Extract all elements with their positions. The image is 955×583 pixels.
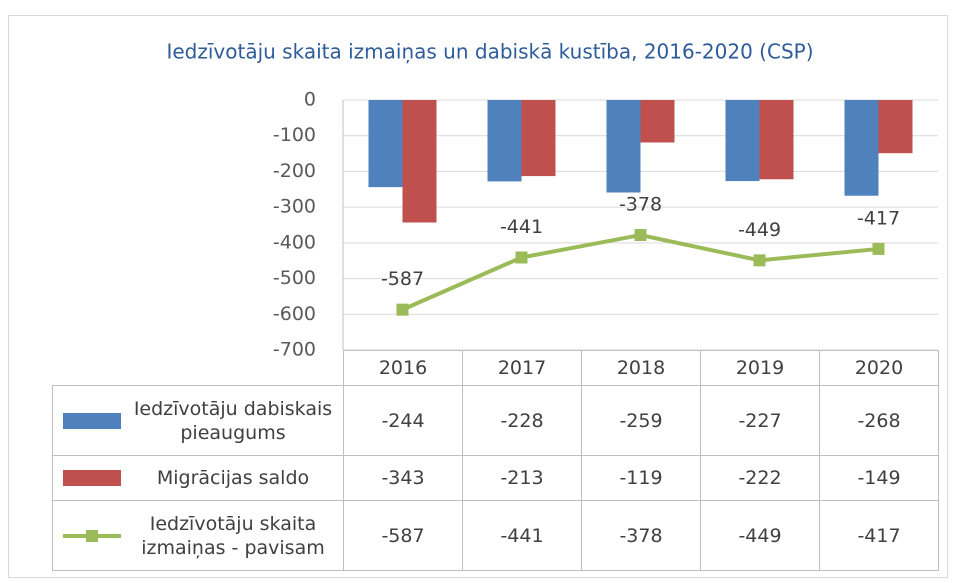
y-tick-label: -700 bbox=[273, 339, 316, 361]
legend-swatch bbox=[63, 470, 121, 486]
legend-key bbox=[63, 529, 121, 542]
legend-swatch bbox=[63, 412, 121, 429]
data-label: -587 bbox=[381, 268, 424, 290]
data-table: 2016 2017 2018 2019 2020 Iedzīvotāju dabiskai… bbox=[52, 350, 939, 571]
legend-key bbox=[63, 412, 121, 429]
legend-item: Iedzīvotāju skaita izmaiņas - pavisam bbox=[53, 512, 343, 560]
y-tick-label: -500 bbox=[273, 267, 316, 289]
y-tick-label: -100 bbox=[273, 124, 316, 146]
y-tick-label: -400 bbox=[273, 231, 316, 253]
table-value: -343 bbox=[343, 455, 463, 501]
x-tick-label: 2017 bbox=[462, 350, 582, 386]
table-value: -222 bbox=[700, 455, 820, 501]
line-marker bbox=[872, 242, 885, 255]
bar bbox=[878, 100, 913, 154]
bar bbox=[725, 100, 760, 182]
line-marker bbox=[515, 251, 528, 264]
table-row: Iedzīvotāju dabiskais pieaugums -244 -228-… bbox=[52, 385, 939, 456]
bar bbox=[521, 100, 556, 177]
bar bbox=[606, 100, 641, 193]
data-label: -441 bbox=[500, 216, 543, 238]
x-tick-label: 2018 bbox=[581, 350, 701, 386]
table-row: Iedzīvotāju skaita izmaiņas - pavisam -58… bbox=[52, 500, 939, 571]
legend-item: Migrācijas saldo bbox=[53, 466, 343, 490]
data-label: -378 bbox=[619, 194, 662, 216]
table-value: -227 bbox=[700, 385, 820, 456]
bar bbox=[368, 100, 403, 188]
line-marker bbox=[396, 303, 409, 316]
bar bbox=[844, 100, 879, 196]
table-value: -417 bbox=[819, 500, 939, 571]
line-marker bbox=[753, 254, 766, 267]
table-value: -587 bbox=[343, 500, 463, 571]
legend-label: Iedzīvotāju skaita izmaiņas - pavisam bbox=[141, 512, 325, 559]
table-value: -378 bbox=[581, 500, 701, 571]
x-tick-label: 2019 bbox=[700, 350, 820, 386]
legend-label: Iedzīvotāju dabiskais pieaugums bbox=[133, 397, 333, 444]
bar bbox=[640, 100, 675, 143]
table-value: -268 bbox=[819, 385, 939, 456]
chart-title: Iedzīvotāju skaita izmaiņas un dabiskā k… bbox=[166, 40, 813, 64]
table-value: -244 bbox=[343, 385, 463, 456]
legend-cell: Migrācijas saldo bbox=[52, 455, 344, 501]
table-corner bbox=[53, 351, 344, 386]
data-label: -449 bbox=[738, 219, 781, 241]
y-tick-label: -200 bbox=[273, 160, 316, 182]
table-value: -119 bbox=[581, 455, 701, 501]
table-value: -213 bbox=[462, 455, 582, 501]
bar bbox=[402, 100, 437, 223]
legend-item: Iedzīvotāju dabiskais pieaugums bbox=[53, 397, 343, 445]
table-value: -441 bbox=[462, 500, 582, 571]
y-tick-label: -300 bbox=[273, 196, 316, 218]
data-label: -417 bbox=[857, 207, 900, 229]
bar bbox=[487, 100, 522, 182]
table-row: Migrācijas saldo -343 -213 -119 -222 -149 bbox=[52, 455, 939, 501]
x-tick-label: 2016 bbox=[343, 350, 463, 386]
table-value: -228 bbox=[462, 385, 582, 456]
legend-label: Migrācijas saldo bbox=[156, 467, 310, 489]
table-value: -449 bbox=[700, 500, 820, 571]
table-header-row: 2016 2017 2018 2019 2020 bbox=[53, 350, 939, 386]
bar bbox=[759, 100, 794, 180]
y-tick-label: -600 bbox=[273, 303, 316, 325]
y-tick-label: 0 bbox=[304, 89, 316, 111]
line-marker bbox=[634, 229, 647, 241]
legend-cell: Iedzīvotāju dabiskais pieaugums bbox=[52, 385, 344, 456]
x-tick-label: 2020 bbox=[819, 350, 939, 386]
legend-cell: Iedzīvotāju skaita izmaiņas - pavisam bbox=[52, 500, 344, 571]
table-value: -149 bbox=[819, 455, 939, 501]
table-value: -259 bbox=[581, 385, 701, 456]
legend-marker bbox=[86, 529, 98, 542]
legend-key bbox=[63, 470, 121, 486]
